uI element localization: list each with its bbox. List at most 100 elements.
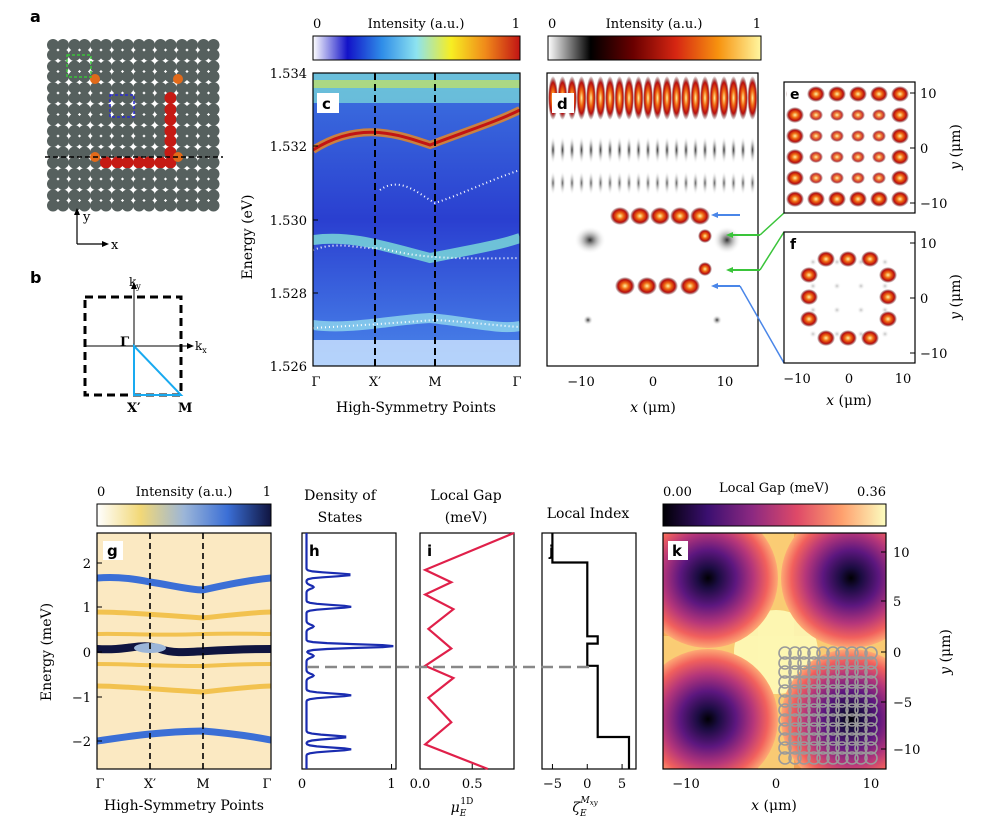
lattice-site [78, 92, 91, 104]
lattice-site [186, 82, 198, 94]
lattice-site [207, 113, 220, 126]
lattice-site [133, 70, 145, 83]
lattice-site [143, 156, 155, 169]
lattice-site [207, 146, 220, 159]
lattice-site [197, 70, 210, 83]
panel-i-title-1: Local Gap [430, 488, 501, 504]
lattice-site [111, 70, 124, 83]
panel-c-ylabel: Energy (eV) [240, 195, 256, 280]
lattice-site [121, 156, 134, 169]
lattice-site [78, 178, 91, 190]
lattice-site [90, 82, 102, 94]
lattice-site [197, 189, 210, 202]
lattice-site [143, 103, 155, 116]
colorbar-max: 1 [263, 485, 271, 500]
axis-y-arrowhead [74, 208, 80, 215]
lattice-site [154, 168, 167, 180]
tick-label: X′ [144, 777, 156, 792]
lattice-site [154, 156, 167, 169]
tick-label: X′ [369, 375, 381, 390]
lattice-site [57, 49, 69, 61]
lattice-site [176, 189, 188, 202]
lattice-site [164, 103, 177, 116]
lattice-site [57, 82, 69, 94]
local-index-curve [551, 533, 631, 769]
colorbar-max: 1 [753, 17, 761, 32]
lattice-site [154, 60, 167, 73]
tick-label: Γ [95, 777, 104, 792]
lattice-site [143, 113, 155, 126]
lattice-site [57, 135, 69, 147]
panel-a: a y x [30, 7, 223, 253]
panel-g-yticks: 2 1 0 −1 −2 [72, 557, 102, 750]
lattice-site [176, 135, 188, 147]
colorbar-min: 0 [97, 485, 105, 500]
lattice-site [207, 103, 220, 116]
tick-label: −5 [543, 777, 562, 792]
lattice-site [57, 156, 69, 169]
lattice-site [186, 168, 198, 180]
lattice-site [143, 39, 155, 51]
tick-label: 1.532 [270, 140, 307, 155]
lattice-site [176, 49, 188, 61]
panel-k-ylabel: y (μm) [938, 629, 954, 676]
lattice-site [57, 103, 69, 116]
lattice-site [47, 168, 59, 180]
lattice-site [121, 178, 134, 190]
tick-label: M [428, 375, 441, 390]
irreducible-path [133, 343, 184, 396]
lattice-site [111, 156, 124, 169]
tick-label: −10 [672, 777, 699, 792]
lattice-site [143, 189, 155, 202]
lattice-site [164, 82, 177, 94]
lattice-site [78, 125, 91, 137]
tick-label: 0 [772, 777, 780, 792]
colorbar-bottom-right: 0.00 Local Gap (meV) 0.36 [662, 481, 887, 527]
lattice-site [176, 199, 188, 212]
lattice-site [176, 92, 188, 104]
lattice-site [121, 135, 134, 147]
panel-letter-i: i [427, 542, 432, 560]
lattice-site [78, 103, 91, 116]
lattice-site [133, 49, 145, 61]
axis-x-arrowhead [102, 241, 109, 247]
panel-c-xlabel: High-Symmetry Points [336, 400, 496, 416]
colorbar-magma [662, 503, 887, 527]
lattice-site [133, 168, 145, 180]
panel-c-yticks: 1.526 1.528 1.530 1.532 1.534 [270, 67, 318, 375]
lattice-site [121, 146, 134, 159]
lattice-site [111, 178, 124, 190]
lattice-site [164, 113, 177, 126]
tick-label: 0 [298, 777, 306, 792]
ky-arrowhead [131, 282, 137, 289]
lattice-site [133, 60, 145, 73]
colorbar-top-left: 0 Intensity (a.u.) 1 [312, 17, 521, 61]
local-gap-curve [422, 531, 515, 771]
lattice-site [197, 60, 210, 73]
lattice-site [100, 168, 112, 180]
kx-arrowhead [187, 343, 194, 349]
lattice-site [47, 82, 59, 94]
lattice-site [68, 156, 81, 169]
lattice-site [186, 156, 198, 169]
lattice-site [133, 178, 145, 190]
colorbar-min: 0.00 [663, 485, 692, 500]
lattice-site [207, 135, 220, 147]
panel-i: Local Gap (meV) i 0.0 0.5 μE1D [410, 488, 515, 819]
panel-f-ylabel: y (μm) [948, 274, 964, 321]
lattice-site [47, 146, 59, 159]
lattice-site [186, 70, 198, 83]
panel-f-xlabel: x (μm) [826, 393, 872, 409]
lattice-site [121, 189, 134, 202]
lattice-site [197, 168, 210, 180]
lattice-site [78, 113, 91, 126]
panel-j-xticks: −5 0 5 [543, 764, 626, 792]
lattice-site [68, 168, 81, 180]
lattice-site [164, 92, 177, 104]
lattice-site [111, 103, 124, 116]
lattice-site [68, 189, 81, 202]
colorbar-jet [312, 35, 521, 61]
colorbar-label: Intensity (a.u.) [368, 17, 465, 32]
lattice-site [78, 82, 91, 94]
